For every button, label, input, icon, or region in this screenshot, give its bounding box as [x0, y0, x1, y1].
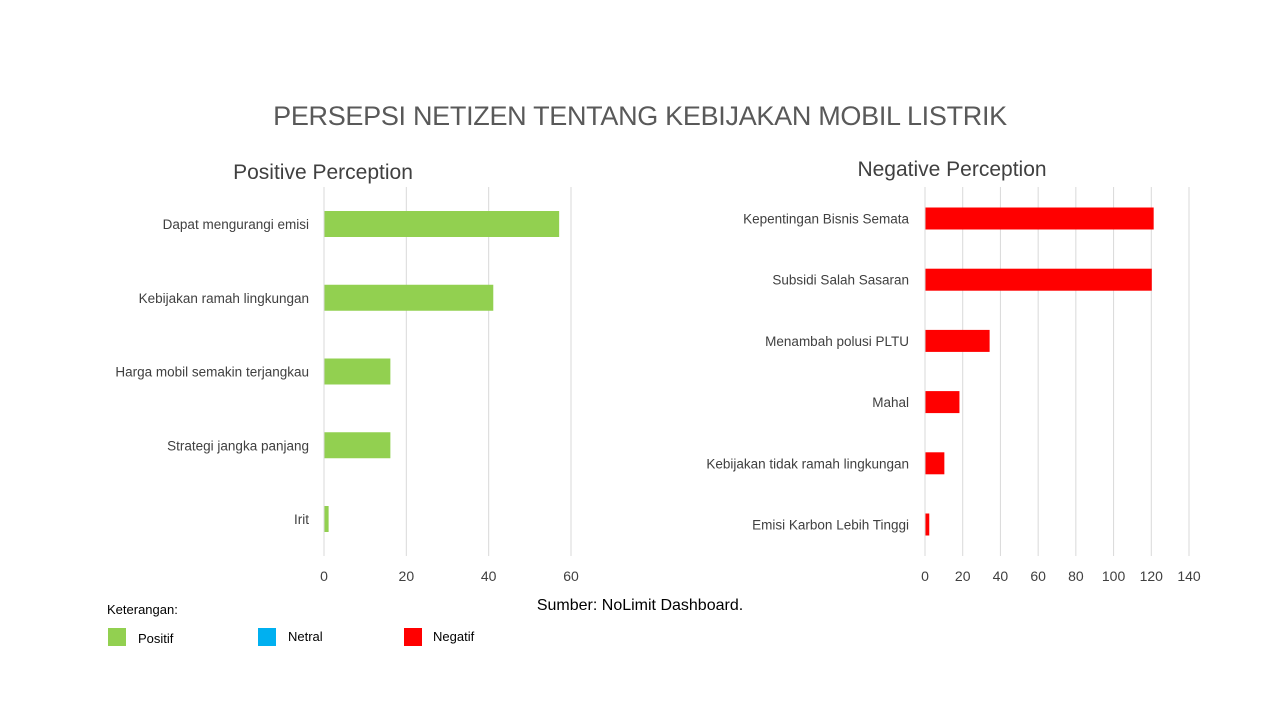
negative-category-label: Mahal	[872, 395, 909, 410]
negative-category-label: Emisi Karbon Lebih Tinggi	[752, 518, 909, 533]
negative-chart-title: Negative Perception	[857, 158, 1046, 181]
negative-bar	[925, 513, 930, 536]
negative-tick-label: 100	[1102, 568, 1126, 584]
positive-category-label: Dapat mengurangi emisi	[163, 217, 309, 232]
negative-tick-label: 120	[1140, 568, 1164, 584]
negative-bar	[925, 329, 990, 352]
positive-tick-label: 20	[399, 568, 415, 584]
legend-title: Keterangan:	[107, 602, 178, 617]
positive-tick-label: 0	[320, 568, 328, 584]
negative-bar	[925, 268, 1152, 291]
negative-tick-label: 80	[1068, 568, 1084, 584]
positive-category-label: Kebijakan ramah lingkungan	[139, 291, 309, 306]
negative-bar	[925, 391, 960, 414]
positive-perception-chart: Positive Perception 0 20 40 60 Dapat menguran…	[115, 161, 579, 584]
positive-bar	[324, 506, 329, 532]
legend-item-netral: Netral	[258, 628, 323, 646]
source-note: Sumber: NoLimit Dashboard.	[536, 597, 744, 614]
negative-category-label: Kebijakan tidak ramah lingkungan	[706, 456, 909, 471]
legend-item-positif: Positif	[108, 628, 173, 646]
negative-tick-label: 140	[1177, 568, 1201, 584]
positive-tick-label: 40	[481, 568, 497, 584]
positive-chart-title: Positive Perception	[233, 161, 413, 184]
positive-bar	[324, 211, 560, 237]
positive-tick-label: 60	[563, 568, 579, 584]
negative-perception-chart: Negative Perception 0 20 40 60 80 100 120 140 Kep…	[706, 158, 1201, 584]
main-title: PERSEPSI NETIZEN TENTANG KEBIJAKAN MOBIL…	[273, 101, 1007, 131]
negative-tick-label: 60	[1030, 568, 1046, 584]
legend-swatch-netral	[258, 628, 276, 646]
positive-bar	[324, 284, 494, 311]
legend-swatch-negatif	[404, 628, 422, 646]
positive-category-label: Strategi jangka panjang	[167, 438, 309, 453]
negative-category-label: Kepentingan Bisnis Semata	[743, 212, 909, 227]
legend-item-negatif: Negatif	[404, 628, 474, 646]
legend-swatch-positif	[108, 628, 126, 646]
negative-category-label: Subsidi Salah Sasaran	[772, 273, 909, 288]
legend-label-positif: Positif	[138, 631, 174, 646]
positive-bar	[324, 432, 391, 459]
positive-bar	[324, 358, 391, 385]
negative-tick-label: 40	[993, 568, 1009, 584]
negative-bar	[925, 452, 945, 475]
negative-category-label: Menambah polusi PLTU	[765, 334, 909, 349]
negative-tick-label: 20	[955, 568, 971, 584]
negative-bar	[925, 207, 1154, 230]
negative-tick-label: 0	[921, 568, 929, 584]
legend-label-negatif: Negatif	[433, 628, 475, 644]
positive-category-label: Irit	[294, 512, 309, 527]
legend-label-netral: Netral	[288, 628, 323, 644]
positive-category-label: Harga mobil semakin terjangkau	[115, 365, 309, 380]
